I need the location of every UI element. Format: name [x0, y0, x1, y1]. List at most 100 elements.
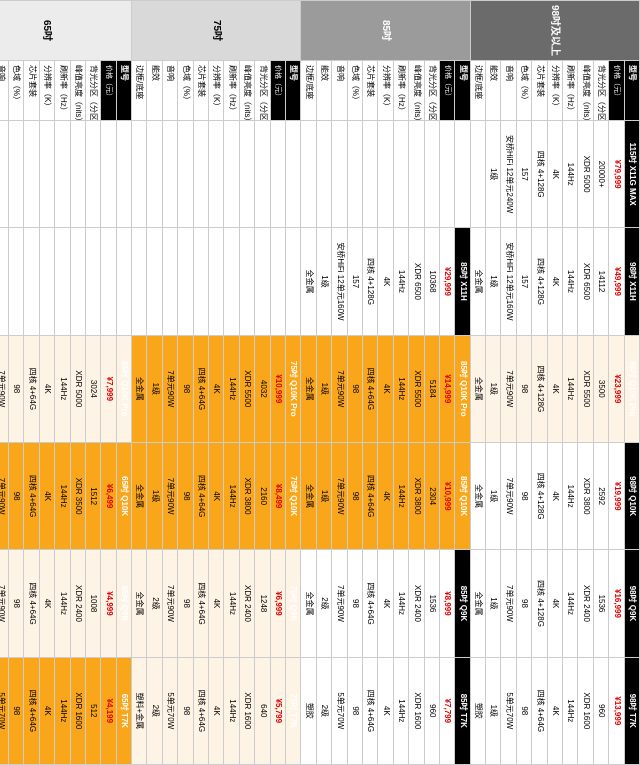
cell: [347, 121, 362, 228]
cell: [270, 121, 285, 228]
rotated-table-container: 98吋及以上型号115吋 X11G MAX98吋 X11H98吋 Q10K Pr…: [0, 0, 640, 765]
cell: [24, 121, 39, 228]
label-model: 型号: [116, 61, 131, 121]
spec-value: 7单元90W: [0, 550, 8, 657]
cell: [178, 121, 193, 228]
spec-value: 四核 4+64G: [193, 657, 208, 764]
spec-value: 960: [593, 657, 608, 764]
spec-value: 144Hz: [563, 442, 578, 549]
spec-value: 四核 4+64G: [362, 657, 377, 764]
model-name: 75吋 Q9K: [286, 550, 301, 657]
cell: [24, 228, 39, 335]
spec-label: 色域（%）: [8, 61, 23, 121]
spec-value: 四核 4+128G: [362, 228, 377, 335]
spec-value: 安桥HiFi 12单元160W: [332, 228, 347, 335]
spec-value: XDR 5500: [239, 335, 254, 442]
spec-value: 4K: [39, 550, 54, 657]
cell: [209, 228, 224, 335]
spec-value: 全金属: [470, 442, 485, 549]
spec-value: 2级: [316, 550, 331, 657]
cell: [132, 228, 147, 335]
spec-value: 4032: [255, 335, 270, 442]
cell: [8, 228, 23, 335]
spec-value: XDR 1600: [578, 657, 593, 764]
spec-value: 98: [516, 442, 531, 549]
price: ¥79,999: [609, 121, 624, 228]
spec-value: 4K: [209, 657, 224, 764]
spec-label: 音响: [332, 61, 347, 121]
model-name: 65吋 T7K: [116, 657, 131, 764]
spec-label: 芯片套装: [24, 61, 39, 121]
spec-value: 全金属: [132, 335, 147, 442]
spec-value: 10368: [424, 228, 439, 335]
size-header: 75吋: [132, 1, 301, 61]
spec-value: 全金属: [301, 228, 316, 335]
spec-label: 芯片套装: [193, 61, 208, 121]
spec-value: 四核 4+64G: [362, 550, 377, 657]
spec-value: 四核 4+128G: [532, 335, 547, 442]
cell: [55, 228, 70, 335]
spec-value: 全金属: [132, 550, 147, 657]
spec-value: 4K: [39, 442, 54, 549]
spec-value: 3500: [593, 335, 608, 442]
spec-value: 四核 4+64G: [532, 657, 547, 764]
spec-value: 7单元90W: [332, 442, 347, 549]
cell: [55, 121, 70, 228]
spec-value: 4K: [378, 442, 393, 549]
spec-value: 1级: [486, 657, 501, 764]
model-name: 75吋 Q10K: [286, 442, 301, 549]
model-name: 85吋 Q9K: [455, 550, 470, 657]
spec-value: 塑料+金属: [132, 657, 147, 764]
cell: [0, 121, 8, 228]
spec-value: 144Hz: [393, 657, 408, 764]
spec-value: 全金属: [301, 550, 316, 657]
price: ¥6,499: [101, 442, 116, 549]
spec-value: 7单元90W: [0, 442, 8, 549]
spec-value: XDR 3800: [578, 442, 593, 549]
spec-value: 4K: [547, 442, 562, 549]
label-model: 型号: [286, 61, 301, 121]
cell: [316, 121, 331, 228]
spec-value: 4K: [378, 335, 393, 442]
model-name: 65吋 Q9K: [116, 550, 131, 657]
spec-value: 20000+: [593, 121, 608, 228]
spec-value: 4K: [378, 550, 393, 657]
spec-value: 98: [347, 550, 362, 657]
model-name: 98吋 Q9K: [624, 550, 639, 657]
spec-value: 4K: [547, 335, 562, 442]
label-price: 价格（元）: [439, 61, 454, 121]
spec-value: 四核 4+64G: [24, 657, 39, 764]
spec-value: 144Hz: [224, 442, 239, 549]
spec-value: 4K: [547, 121, 562, 228]
spec-label: 音响: [501, 61, 516, 121]
cell: [424, 121, 439, 228]
cell: [70, 228, 85, 335]
spec-value: 四核 4+64G: [24, 335, 39, 442]
spec-label: 色域（%）: [516, 61, 531, 121]
size-header: 98吋及以上: [470, 1, 639, 61]
cell: [147, 228, 162, 335]
spec-value: 1级: [486, 550, 501, 657]
cell: [116, 228, 131, 335]
spec-value: 1248: [255, 550, 270, 657]
spec-label: 背光分区（分区）: [593, 61, 608, 121]
spec-value: 144Hz: [563, 550, 578, 657]
spec-value: 全金属: [301, 335, 316, 442]
spec-value: 4K: [378, 657, 393, 764]
spec-value: 144Hz: [393, 550, 408, 657]
spec-value: 3024: [85, 335, 100, 442]
cell: [332, 121, 347, 228]
spec-value: XDR 2400: [409, 550, 424, 657]
spec-value: 1536: [424, 550, 439, 657]
spec-value: 2304: [424, 442, 439, 549]
spec-label: 边框/底座: [470, 61, 485, 121]
label-price: 价格（元）: [101, 61, 116, 121]
spec-value: 144Hz: [55, 335, 70, 442]
spec-value: 四核 4+64G: [24, 442, 39, 549]
cell: [409, 121, 424, 228]
spec-value: 全金属: [470, 335, 485, 442]
cell: [147, 121, 162, 228]
spec-value: 98: [178, 550, 193, 657]
cell: [455, 121, 470, 228]
model-name: 85吋 Q10K Pro: [455, 335, 470, 442]
